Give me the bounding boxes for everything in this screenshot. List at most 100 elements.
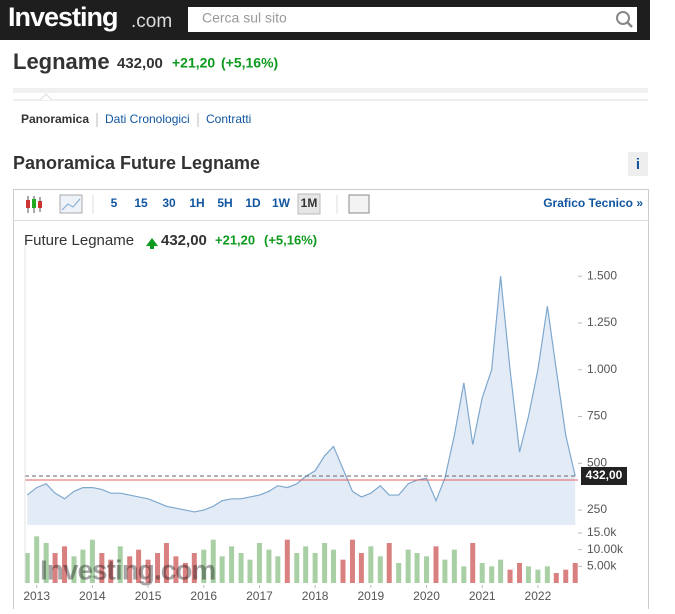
volume-bar (191, 553, 197, 583)
volume-bar (24, 553, 30, 583)
active-interval (297, 193, 321, 215)
interval-button[interactable]: 1D (245, 196, 261, 210)
chart-frame (13, 189, 649, 614)
volume-bar (451, 549, 457, 583)
volume-bar (275, 556, 281, 583)
volume-bar (108, 559, 114, 583)
volume-bar (405, 549, 411, 583)
volume-bar (479, 563, 485, 583)
chart-change: +21,20 (215, 232, 255, 247)
interval-button[interactable]: 1H (189, 196, 204, 210)
volume-bar (43, 543, 49, 583)
volume-bar (201, 549, 207, 583)
volume-bar (155, 553, 161, 583)
instrument-price: 432,00 (117, 55, 163, 72)
tab[interactable]: Contratti (206, 112, 251, 126)
volume-bar (71, 556, 77, 583)
volume-bar (331, 549, 337, 583)
area-icon[interactable] (59, 194, 83, 214)
volume-bar (470, 543, 476, 583)
volume-bar (182, 563, 188, 583)
volume-bar (507, 569, 513, 583)
up-arrow (146, 238, 158, 249)
chart-title: Future Legname (24, 232, 134, 249)
chart-change-pct: (+5,16%) (264, 232, 317, 247)
y-tick-label: 500 (587, 455, 607, 469)
volume-bar (62, 546, 68, 583)
y-tick-label: 750 (587, 409, 607, 423)
technical-chart-link[interactable]: Grafico Tecnico » (543, 196, 643, 210)
x-tick-label: 2019 (357, 589, 384, 603)
search-icon (626, 21, 633, 28)
volume-bar (433, 546, 439, 583)
x-tick-label: 2017 (246, 589, 273, 603)
candle-icon[interactable] (26, 196, 42, 213)
tab[interactable]: Panoramica (21, 112, 89, 126)
volume-bar (535, 569, 541, 583)
x-tick-label: 2015 (135, 589, 162, 603)
volume-tick-label: 5.00k (587, 559, 617, 573)
volume-bar (396, 563, 402, 583)
search-box[interactable] (188, 7, 637, 32)
volume-bar (414, 553, 420, 583)
interval-button[interactable]: 1M (301, 196, 318, 210)
logo-suffix[interactable]: .com (131, 11, 172, 32)
volume-bar (489, 566, 495, 583)
x-tick-label: 2021 (469, 589, 496, 603)
volume-tick-label: 15.0k (587, 525, 617, 539)
volume-bar (303, 546, 309, 583)
volume-bar (544, 566, 550, 583)
tab-pointer (39, 93, 53, 101)
volume-bar (572, 563, 578, 583)
volume-bar (256, 543, 262, 583)
x-tick-label: 2022 (525, 589, 552, 603)
volume-bar (284, 539, 290, 583)
y-tick-label: 1.000 (587, 362, 617, 376)
volume-bar (173, 556, 179, 583)
interval-button[interactable]: 5H (217, 196, 232, 210)
area-icon (61, 198, 81, 211)
info-button[interactable] (628, 152, 648, 176)
y-tick-label: 1.250 (587, 315, 617, 329)
divider (13, 88, 648, 93)
volume-tick-label: 10.00k (587, 542, 624, 556)
volume-bar (322, 543, 328, 583)
volume-bar (99, 553, 105, 583)
info-icon[interactable]: i (636, 156, 640, 173)
volume-bar (340, 559, 346, 583)
interval-button[interactable]: 5 (111, 196, 118, 210)
logo[interactable]: Investing (8, 2, 119, 32)
volume-bar (266, 549, 272, 583)
search-icon[interactable] (616, 11, 630, 25)
volume-bar (312, 553, 318, 583)
volume-bar (136, 549, 142, 583)
volume-bar (127, 556, 133, 583)
price-area (27, 276, 576, 525)
volume-bar (563, 569, 569, 583)
y-tick-label: 250 (587, 502, 607, 516)
volume-bar (553, 573, 559, 583)
table-icon[interactable] (348, 194, 370, 214)
volume-bar (145, 559, 151, 583)
volume-bar (498, 559, 504, 583)
volume-bar (117, 546, 123, 583)
chart-price: 432,00 (161, 232, 207, 249)
volume-bar (163, 543, 169, 583)
volume-bar (52, 553, 58, 583)
tab[interactable]: Dati Cronologici (105, 112, 190, 126)
volume-bar (219, 556, 225, 583)
volume-bar (247, 559, 253, 583)
volume-bar (377, 556, 383, 583)
instrument-name: Legname (13, 49, 110, 74)
volume-bar (386, 543, 392, 583)
interval-button[interactable]: 1W (272, 196, 291, 210)
interval-button[interactable]: 30 (162, 196, 176, 210)
interval-button[interactable]: 15 (134, 196, 148, 210)
x-tick-label: 2020 (413, 589, 440, 603)
search-placeholder[interactable]: Cerca sul sito (202, 10, 287, 26)
instrument-change: +21,20 (172, 55, 215, 71)
volume-bar (80, 549, 86, 583)
instrument-change-pct: (+5,16%) (221, 55, 278, 71)
